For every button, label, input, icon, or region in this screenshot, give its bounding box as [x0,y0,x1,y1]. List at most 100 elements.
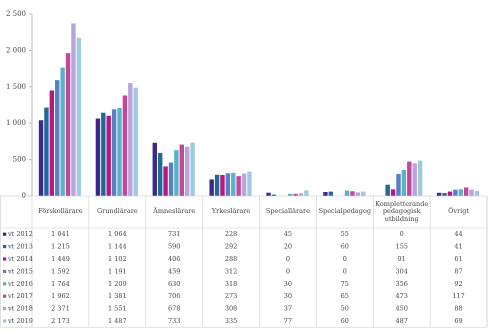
table-value: 87 [454,267,462,275]
bar [469,189,474,196]
table-value: 273 [225,292,237,300]
table-value: 50 [341,305,349,313]
bar [133,87,138,196]
category-cell: Övrigt [448,208,469,216]
table-value: 77 [284,317,292,325]
bar [122,95,128,196]
table-value: 1 764 [51,280,70,288]
bar [350,191,355,196]
table-value: 706 [168,292,180,300]
category-cell: Förskollärare [38,207,83,216]
table-value: 630 [168,280,180,288]
category-cell: Specialpedagog [318,207,372,216]
table-value: 0 [286,267,290,275]
bar [453,189,458,196]
table-value: 117 [452,292,464,300]
table-value: 733 [168,317,180,325]
table-value: 20 [284,243,292,251]
table-value: 30 [284,292,292,300]
bar [231,172,236,196]
bar [60,67,65,196]
bar [328,191,334,196]
table-value: 91 [398,255,406,263]
table-value: 60 [341,243,349,251]
bar [287,193,293,196]
x-tick-label: Specialpedagog [318,207,372,216]
table-value: 2 371 [51,305,70,313]
table-value: 92 [454,280,462,288]
table-value: 1 381 [108,292,127,300]
table-value: 30 [284,280,292,288]
bar [44,107,49,196]
table-value: 1 551 [108,305,127,313]
bar [225,173,231,196]
bar [184,146,190,196]
table-value: 1 144 [108,243,127,251]
table-value: 450 [395,305,407,313]
table-value: 44 [454,230,462,238]
table-value: 75 [341,280,349,288]
bar [401,170,407,196]
table-value: 459 [168,267,180,275]
bar [157,153,163,196]
bar [76,37,82,196]
bar [128,83,133,196]
x-tick-label: Ämneslärare [153,207,196,216]
bar [266,192,271,196]
bar [412,163,417,196]
table-value: 356 [395,280,407,288]
legend-swatch [3,294,7,298]
legend-label: vt 2013 [7,243,33,251]
category-cell: Grundlärare [97,208,138,216]
bar [241,173,247,196]
table-value: 0 [343,255,347,263]
bar [442,193,447,196]
bar [174,150,179,196]
bar [163,166,168,196]
table-value: 2 173 [51,317,70,325]
table-value: 88 [454,305,462,313]
bar [65,53,71,197]
legend-label: vt 2019 [7,317,33,325]
table-value: 678 [168,305,180,313]
bar [458,189,463,196]
table-value: 1 191 [108,267,127,275]
table-value: 65 [341,292,349,300]
table-value: 60 [341,317,349,325]
y-tick-label: 500 [13,156,26,164]
table-value: 1 215 [51,243,70,251]
bar [38,120,44,196]
x-tick-label: Förskollärare [38,207,83,216]
legend-swatch [3,319,7,323]
category-cell: Kompletterande pedagogisk utbildning [375,200,428,223]
table-value: 406 [168,255,180,263]
y-tick-label: 1 500 [6,83,26,91]
bar [361,191,366,196]
bar [385,184,390,196]
table-value: 1 592 [51,267,70,275]
x-tick-label: Yrkeslärare [211,207,251,216]
table-value: 292 [225,243,237,251]
y-tick-label: 2 000 [6,46,26,54]
bar [49,90,55,196]
legend-swatch [3,307,7,311]
bar [344,190,350,196]
legend-label: vt 2012 [7,230,33,238]
table-value: 1 041 [51,230,70,238]
table-value: 1 962 [51,292,70,300]
category-cell: Yrkeslärare [211,207,251,216]
bar [152,142,157,196]
table-value: 41 [454,243,462,251]
bar [396,173,401,196]
table-value: 304 [395,267,407,275]
table-value: 731 [168,230,180,238]
bar [323,191,328,196]
bar [474,190,480,196]
table-value: 590 [168,243,180,251]
table-value: 1 449 [51,255,70,263]
bar [106,115,111,196]
legend-label: vt 2014 [7,255,33,263]
table-value: 0 [400,230,404,238]
table-value: 1 064 [108,230,127,238]
